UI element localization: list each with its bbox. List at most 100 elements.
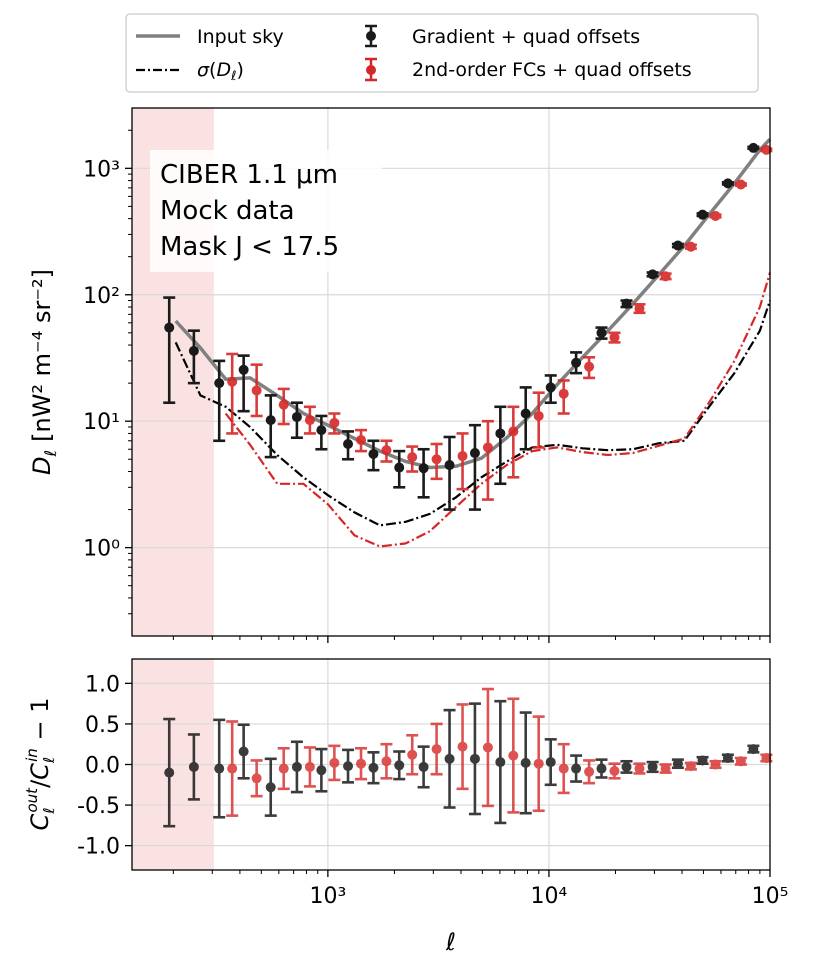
- top-gradient-point-15: [544, 374, 557, 405]
- bottom-ylabel: Cℓout/Cℓin − 1: [23, 698, 58, 831]
- bottom-gradient-point-5-marker: [291, 761, 302, 772]
- top-gradient-point-17-marker: [596, 327, 607, 338]
- bottom-fc-point-13-marker: [508, 750, 519, 761]
- bottom-fc-point-8-marker: [381, 756, 392, 767]
- bottom-fc-point-8: [380, 742, 393, 780]
- legend-input-sky-label: Input sky: [197, 26, 284, 48]
- top-fc-point-7: [355, 428, 368, 453]
- bottom-fc-point-11: [456, 703, 469, 791]
- bottom-gradient-point-22-marker: [722, 753, 733, 764]
- bottom-fc-point-16-marker: [584, 766, 595, 777]
- top-gradient-point-1: [187, 329, 200, 385]
- top-fc-point-10: [430, 442, 443, 481]
- top-fc-point-22-marker: [735, 179, 746, 190]
- top-gradient-point-18: [620, 298, 633, 309]
- sigma-fc-line: [224, 272, 772, 548]
- top-gradient-point-22: [721, 178, 734, 189]
- top-fc-point-22: [734, 179, 747, 190]
- bottom-gradient-point-23-marker: [748, 744, 759, 755]
- top-fc-point-10-marker: [431, 454, 442, 465]
- bottom-fc-point-12-marker: [482, 742, 493, 753]
- top-gradient-point-13: [494, 405, 507, 486]
- bottom-fc-point-3-marker: [251, 773, 262, 784]
- top-fc-point-12: [481, 419, 494, 501]
- top-gradient-point-20: [671, 240, 684, 251]
- bottom-fc-point-16: [583, 759, 596, 785]
- bottom-ytick-label-1: -0.5: [77, 794, 120, 819]
- bottom-gradient-point-16: [570, 754, 583, 783]
- bottom-fc-point-22-marker: [735, 756, 746, 767]
- top-gradient-point-21-marker: [697, 209, 708, 220]
- top-ytick-label-0: 10⁰: [83, 537, 120, 562]
- top-gradient-point-9: [393, 449, 406, 489]
- top-fc-point-16: [583, 356, 596, 380]
- bottom-gradient-point-12-marker: [469, 753, 480, 764]
- legend: Input sky σ(Dℓ) Gradient + quad offsets …: [125, 13, 759, 93]
- bottom-gradient-point-2: [213, 718, 226, 819]
- top-fc-point-11: [456, 432, 469, 491]
- top-fc-point-15: [557, 379, 570, 415]
- top-fc-point-3: [250, 363, 263, 418]
- top-fc-point-5: [303, 405, 316, 435]
- bottom-fc-point-5-marker: [304, 761, 315, 772]
- top-fc-point-19: [659, 271, 672, 282]
- bottom-fc-point-2-marker: [227, 763, 238, 774]
- top-fc-point-17-marker: [609, 332, 620, 343]
- top-fc-point-15-marker: [558, 388, 569, 399]
- top-panel: 10⁰ 10¹ 10² 10³ CIBER 1.1 μm Mock data Mask…: [28, 107, 773, 643]
- top-ytick-label-3: 10³: [83, 157, 120, 182]
- bottom-fc-point-15-marker: [558, 763, 569, 774]
- bottom-gradient-point-4-marker: [265, 782, 276, 793]
- bottom-xtick-label-2: 10⁵: [752, 884, 789, 909]
- top-fc-point-11-marker: [457, 451, 468, 462]
- top-fc-point-8: [380, 439, 393, 463]
- bottom-gradient-point-8-marker: [368, 762, 379, 773]
- top-fc-point-19-marker: [660, 271, 671, 282]
- bottom-fc-point-20: [684, 761, 697, 772]
- bottom-xtick-label-0: 10³: [309, 884, 346, 909]
- annotation-background: [150, 150, 382, 272]
- bottom-fc-point-12: [481, 687, 494, 808]
- top-gradient-point-7-marker: [343, 439, 354, 450]
- top-fc-point-4-marker: [278, 399, 289, 410]
- top-fc-point-6: [328, 412, 341, 435]
- annotation-box: CIBER 1.1 μm Mock data Mask J < 17.5: [150, 150, 382, 272]
- bottom-gradient-point-8: [367, 751, 380, 785]
- top-gradient-point-6: [315, 414, 328, 451]
- top-gradient-point-15-marker: [545, 382, 556, 393]
- bottom-ytick-label-4: 1.0: [85, 672, 120, 697]
- top-ticks: 10⁰ 10¹ 10² 10³: [83, 129, 771, 643]
- bottom-gradient-point-15-marker: [545, 757, 556, 768]
- top-fc-point-2-marker: [227, 376, 238, 387]
- top-lines: [174, 137, 772, 548]
- bottom-fc-point-13: [507, 697, 520, 814]
- top-gradient-point-2-marker: [214, 378, 225, 389]
- bottom-gradient-point-18: [620, 759, 633, 774]
- bottom-gradient-point-21: [696, 755, 709, 766]
- bottom-gradient-point-3: [237, 723, 250, 780]
- annotation-line-3: Mask J < 17.5: [160, 232, 339, 262]
- bottom-gradient-point-1: [187, 733, 200, 801]
- legend-fc-swatch: [365, 57, 377, 82]
- bottom-fc-point-22: [734, 756, 747, 767]
- bottom-gradient-point-20-marker: [672, 758, 683, 769]
- bottom-gradient-point-11: [443, 708, 456, 809]
- x-axis-label: ℓ: [445, 928, 456, 956]
- bottom-gradient-point-16-marker: [571, 763, 582, 774]
- bottom-fc-point-21-marker: [710, 759, 721, 770]
- top-fc-point-6-marker: [329, 417, 340, 428]
- top-fc-point-14: [532, 391, 545, 449]
- top-fc-point-7-marker: [356, 434, 367, 445]
- top-gradient-point-9-marker: [394, 462, 405, 473]
- bottom-gradient-point-19: [646, 760, 659, 774]
- bottom-fc-point-18: [633, 762, 646, 775]
- bottom-fc-point-6: [328, 744, 341, 782]
- bottom-fc-point-7-marker: [356, 758, 367, 769]
- top-fc-point-20: [684, 241, 697, 252]
- bottom-fc-point-17: [608, 762, 621, 780]
- top-fc-point-8-marker: [381, 445, 392, 456]
- top-gradient-point-5-marker: [291, 411, 302, 422]
- bottom-fc-point-18-marker: [634, 763, 645, 774]
- top-ylabel-main: D: [28, 457, 56, 475]
- bottom-gradient-point-23: [747, 744, 760, 755]
